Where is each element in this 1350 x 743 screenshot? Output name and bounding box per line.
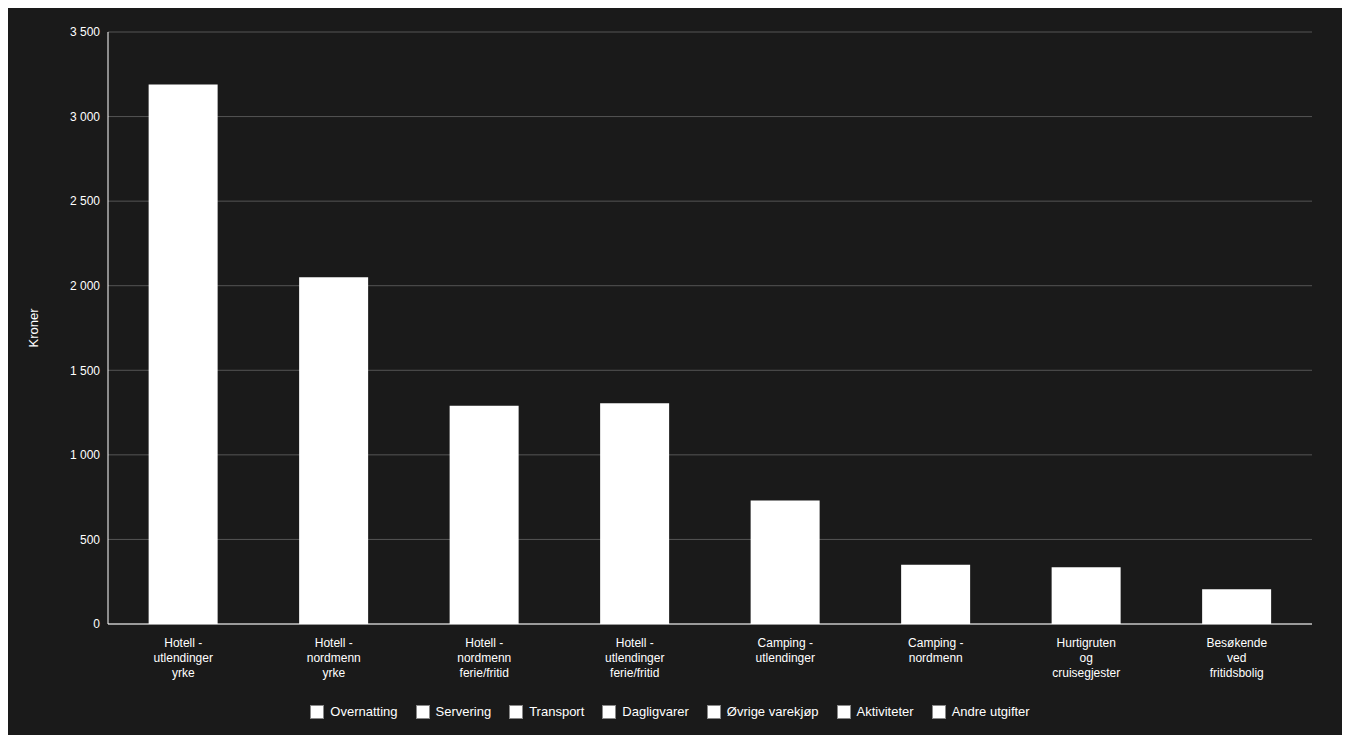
html-text:Aktiviteter: Aktiviteter (856, 704, 914, 719)
html-text:Servering: Servering (435, 704, 492, 719)
html-text:Øvrige varekjøp: Øvrige varekjøp (726, 704, 819, 719)
svg-text:1 500: 1 500 (70, 364, 100, 378)
svg-text:Besøkendevedfritidsbolig: Besøkendevedfritidsbolig (1206, 636, 1267, 680)
svg-text:Camping -nordmenn: Camping -nordmenn (908, 636, 963, 665)
svg-text:3 500: 3 500 (70, 25, 100, 39)
svg-text:2 500: 2 500 (70, 194, 100, 208)
svg-text:Hotell -nordmennyrke: Hotell -nordmennyrke (307, 636, 361, 680)
svg-text:Hotell -nordmennferie/fritid: Hotell -nordmennferie/fritid (457, 636, 511, 680)
html-text:Andre utgifter: Andre utgifter (951, 704, 1030, 719)
html-text:Overnatting: Overnatting (330, 704, 398, 719)
html-text:Transport: Transport (529, 704, 585, 719)
svg-text:Kroner: Kroner (26, 308, 41, 348)
svg-text:0: 0 (93, 617, 100, 631)
svg-text:Hurtigrutenogcruisegjester: Hurtigrutenogcruisegjester (1052, 636, 1120, 680)
svg-text:Hotell -utlendingerferie/friti: Hotell -utlendingerferie/fritid (605, 636, 664, 680)
svg-text:500: 500 (80, 533, 100, 547)
svg-text:1 000: 1 000 (70, 448, 100, 462)
svg-text:Hotell -utlendingeryrke: Hotell -utlendingeryrke (154, 636, 213, 680)
svg-text:2 000: 2 000 (70, 279, 100, 293)
svg-text:Camping -utlendinger: Camping -utlendinger (756, 636, 815, 665)
html-text:Dagligvarer: Dagligvarer (622, 704, 689, 719)
svg-text:3 000: 3 000 (70, 110, 100, 124)
